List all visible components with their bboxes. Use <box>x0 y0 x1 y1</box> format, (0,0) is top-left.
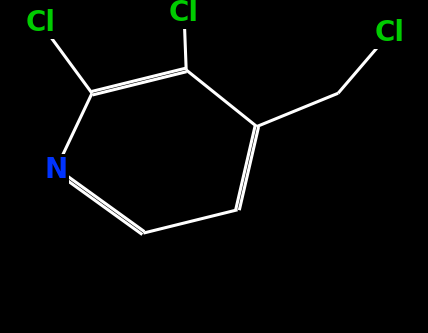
Text: Cl: Cl <box>26 9 56 37</box>
Text: Cl: Cl <box>374 19 404 47</box>
Text: Cl: Cl <box>169 0 199 27</box>
Text: N: N <box>44 156 67 184</box>
